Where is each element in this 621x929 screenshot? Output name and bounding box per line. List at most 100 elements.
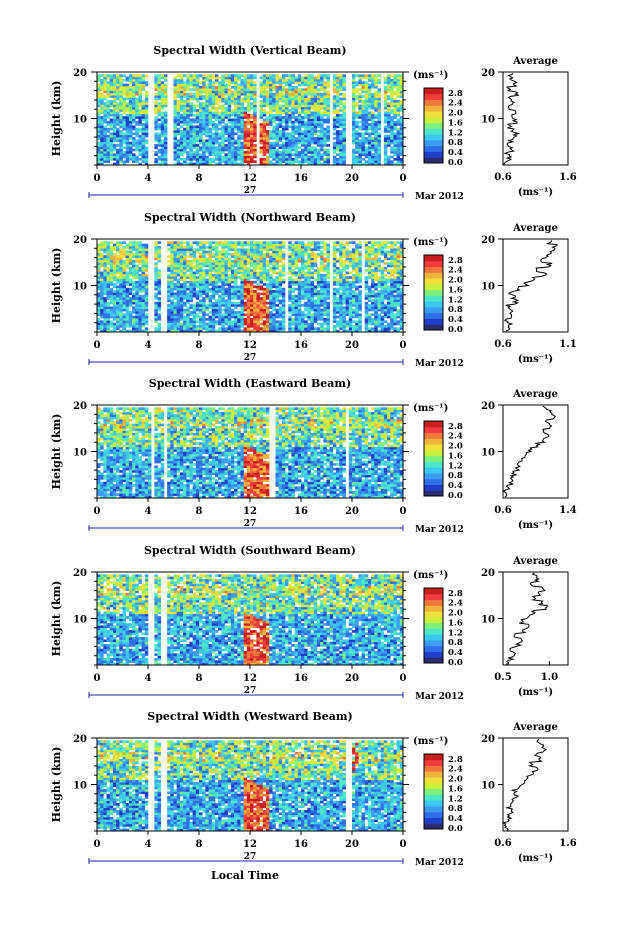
- heatmap-cell: [371, 85, 375, 89]
- heatmap-cell: [167, 266, 171, 270]
- heatmap-cell: [183, 106, 187, 110]
- heatmap-cell: [339, 97, 343, 101]
- heatmap-cell: [320, 120, 324, 124]
- heatmap-cell: [97, 287, 101, 291]
- heatmap-cell: [189, 109, 193, 112]
- heatmap-cell: [230, 322, 235, 326]
- heatmap-cell: [116, 137, 120, 140]
- heatmap-cell: [138, 151, 142, 154]
- heatmap-cell: [262, 304, 267, 307]
- heatmap-cell: [313, 76, 318, 80]
- heatmap-cell: [122, 320, 126, 323]
- heatmap-cell: [281, 257, 286, 261]
- heatmap-cell: [106, 104, 111, 108]
- heatmap-cell: [221, 294, 225, 298]
- heatmap-cell: [301, 137, 305, 140]
- heatmap-cell: [246, 123, 251, 126]
- heatmap-cell: [230, 139, 235, 143]
- heatmap-cell: [112, 95, 117, 98]
- heatmap-cell: [246, 287, 251, 291]
- heatmap-cell: [387, 97, 391, 101]
- heatmap-cell: [246, 148, 251, 152]
- heatmap-cell: [272, 266, 276, 270]
- heatmap-cell: [109, 148, 114, 152]
- heatmap-cell: [199, 290, 203, 293]
- heatmap-cell: [307, 118, 311, 122]
- heatmap-cell: [186, 155, 190, 159]
- heatmap-cell: [323, 151, 327, 154]
- heatmap-cell: [396, 78, 401, 82]
- heatmap-cell: [230, 90, 235, 94]
- heatmap-cell: [119, 266, 123, 270]
- heatmap-cell: [154, 74, 158, 77]
- heatmap-cell: [221, 325, 225, 328]
- heatmap-cell: [167, 287, 171, 291]
- heatmap-cell: [332, 120, 337, 124]
- heatmap-cell: [332, 102, 337, 105]
- heatmap-cell: [383, 113, 388, 117]
- heatmap-cell: [262, 264, 267, 268]
- heatmap-cell: [361, 151, 366, 154]
- heatmap-cell: [116, 257, 120, 261]
- heatmap-cell: [393, 144, 397, 147]
- heatmap-cell: [214, 134, 219, 138]
- heatmap-cell: [393, 92, 397, 96]
- heatmap-cell: [355, 158, 359, 161]
- heatmap-cell: [106, 139, 111, 143]
- heatmap-cell: [253, 146, 257, 150]
- heatmap-cell: [390, 127, 394, 131]
- heatmap-cell: [281, 132, 286, 136]
- heatmap-cell: [170, 269, 174, 272]
- heatmap-cell: [186, 269, 190, 272]
- heatmap-cell: [119, 76, 123, 80]
- heatmap-cell: [173, 139, 177, 143]
- x-tick-label: 0: [400, 173, 407, 184]
- heatmap-cell: [336, 88, 340, 91]
- heatmap-cell: [253, 315, 257, 319]
- heatmap-cell: [243, 153, 248, 156]
- heatmap-cell: [189, 245, 193, 249]
- heatmap-cell: [278, 123, 283, 126]
- heatmap-cell: [269, 120, 273, 124]
- heatmap-cell: [106, 83, 111, 87]
- heatmap-cell: [109, 134, 114, 138]
- heatmap-cell: [342, 83, 346, 87]
- heatmap-cell: [125, 259, 130, 263]
- heatmap-cell: [352, 125, 356, 129]
- heatmap-cell: [183, 81, 187, 84]
- heatmap-cell: [135, 97, 139, 101]
- heatmap-cell: [214, 262, 219, 265]
- heatmap-cell: [176, 257, 181, 261]
- heatmap-cell: [304, 155, 308, 159]
- heatmap-cell: [387, 109, 391, 112]
- heatmap-cell: [112, 146, 117, 150]
- heatmap-cell: [135, 283, 139, 286]
- heatmap-cell: [106, 313, 111, 317]
- heatmap-cell: [122, 125, 126, 129]
- heatmap-cell: [269, 301, 273, 305]
- heatmap-cell: [262, 120, 267, 124]
- heatmap-cell: [367, 151, 372, 154]
- heatmap-cell: [157, 248, 162, 251]
- heatmap-cell: [132, 137, 136, 140]
- heatmap-cell: [97, 292, 101, 296]
- heatmap-cell: [281, 329, 286, 333]
- heatmap-cell: [199, 329, 203, 333]
- heatmap-cell: [399, 78, 404, 82]
- heatmap-cell: [176, 283, 181, 286]
- heatmap-cell: [291, 160, 295, 163]
- heatmap-cell: [221, 76, 225, 80]
- heatmap-cell: [272, 132, 276, 136]
- heatmap-cell: [176, 153, 181, 156]
- heatmap-cell: [179, 306, 184, 310]
- heatmap-cell: [138, 137, 142, 140]
- heatmap-cell: [288, 97, 292, 101]
- heatmap-cell: [138, 301, 142, 305]
- heatmap-cell: [116, 109, 120, 112]
- heatmap-cell: [367, 127, 372, 131]
- heatmap-cell: [288, 125, 292, 129]
- heatmap-cell: [221, 78, 225, 82]
- heatmap-cell: [224, 262, 228, 265]
- heatmap-cell: [205, 290, 209, 293]
- heatmap-cell: [135, 264, 139, 268]
